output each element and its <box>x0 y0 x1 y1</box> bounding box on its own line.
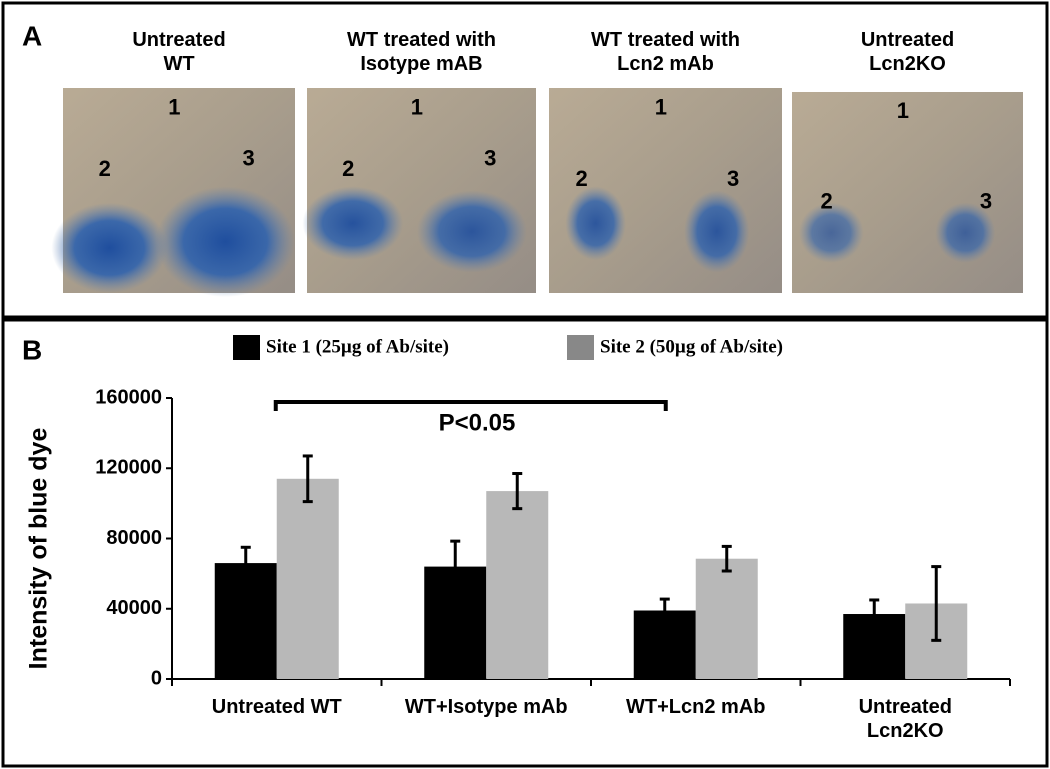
legend-swatch <box>233 335 260 360</box>
y-tick-label: 80000 <box>106 527 162 549</box>
site-number: 2 <box>342 156 354 181</box>
bar <box>486 491 549 679</box>
site-number: 1 <box>411 94 423 119</box>
bar <box>214 563 277 679</box>
photo-title: Untreated WT <box>132 29 226 75</box>
site-number: 1 <box>168 94 180 119</box>
bar <box>276 478 339 679</box>
bar <box>695 558 758 679</box>
y-axis-title: Intensity of blue dye <box>25 428 53 670</box>
dye-spot <box>798 202 864 263</box>
site-number: 2 <box>575 166 587 191</box>
x-tick-label: Untreated Lcn2KO <box>858 696 952 742</box>
y-tick-label: 40000 <box>106 597 162 619</box>
annotation: P<0.05 <box>439 409 516 436</box>
site-number: 1 <box>655 94 667 119</box>
dye-spot <box>565 186 626 261</box>
panel-a-frame <box>1 1 1049 319</box>
panel-b-frame <box>1 318 1049 768</box>
site-number: 1 <box>897 98 909 123</box>
y-tick-label: 160000 <box>95 386 162 408</box>
x-tick-label: Untreated WT <box>211 696 342 718</box>
dye-spot <box>935 202 996 263</box>
site-number: 2 <box>821 188 833 213</box>
dye-spot <box>302 186 404 261</box>
panel-label: B <box>22 334 42 365</box>
significance-bracket <box>273 400 668 411</box>
panel-label: A <box>22 20 42 51</box>
site-number: 3 <box>980 188 992 213</box>
dye-spot <box>51 202 168 293</box>
dye-spot <box>416 190 527 273</box>
legend-swatch <box>567 335 594 360</box>
dye-spot <box>684 190 750 273</box>
dye-spot <box>155 186 295 298</box>
site-number: 2 <box>99 156 111 181</box>
photo-title: WT treated with Lcn2 mAb <box>591 29 740 75</box>
site-number: 3 <box>484 146 496 171</box>
site-number: 3 <box>242 146 254 171</box>
legend-label: Site 1 (25µg of Ab/site) <box>266 336 449 357</box>
legend-label: Site 2 (50µg of Ab/site) <box>600 336 783 357</box>
y-tick-label: 120000 <box>95 457 162 479</box>
photo-title: WT treated with Isotype mAB <box>347 29 496 75</box>
x-tick-label: WT+Isotype mAb <box>404 696 568 718</box>
photo-title: Untreated Lcn2KO <box>860 29 955 75</box>
x-tick-label: WT+Lcn2 mAb <box>626 696 766 718</box>
site-number: 3 <box>727 166 739 191</box>
y-tick-label: 0 <box>151 667 162 689</box>
